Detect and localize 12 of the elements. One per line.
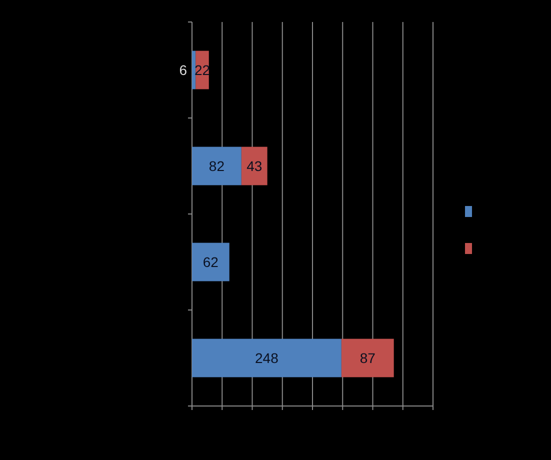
bar xyxy=(241,146,268,186)
bar xyxy=(192,50,196,90)
data-label: 87 xyxy=(360,350,376,366)
data-label: 6 xyxy=(179,62,188,78)
bar xyxy=(192,146,242,186)
bar xyxy=(192,242,230,282)
data-label: 82 xyxy=(208,158,225,174)
bar xyxy=(192,338,342,378)
data-label: 248 xyxy=(255,350,279,366)
data-label: 62 xyxy=(202,254,219,270)
bar xyxy=(341,338,394,378)
data-label: 43 xyxy=(246,158,262,174)
